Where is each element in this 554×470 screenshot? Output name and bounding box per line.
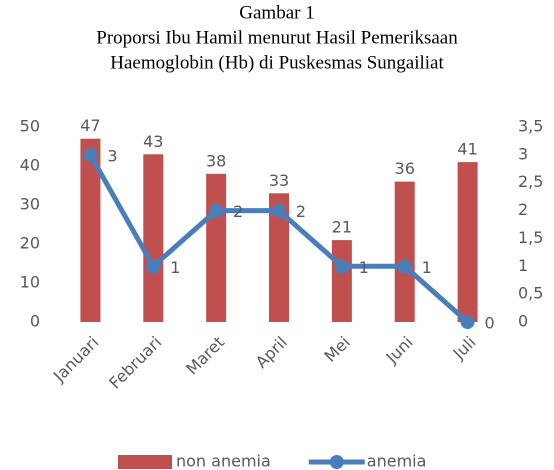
chart-title: Gambar 1 (239, 2, 314, 23)
x-tick-label: April (252, 333, 291, 372)
y2-tick-label: 0 (518, 312, 528, 331)
y-tick-label: 10 (20, 273, 40, 292)
legend-swatch (329, 455, 344, 469)
line-marker (83, 147, 98, 162)
data-label: 1 (422, 258, 432, 277)
x-tick-label: Juni (382, 333, 417, 368)
bar (143, 154, 164, 322)
data-label: 1 (170, 258, 180, 277)
x-tick-label: Juli (449, 333, 480, 364)
y-tick-label: 40 (20, 156, 40, 175)
data-label: 47 (80, 116, 100, 135)
line-marker (334, 259, 349, 274)
data-label: 43 (143, 132, 163, 151)
bar (394, 181, 415, 322)
data-label: 2 (296, 202, 306, 221)
line-marker (209, 203, 224, 218)
data-label: 38 (206, 151, 226, 170)
y-tick-label: 50 (20, 117, 40, 136)
bar (331, 240, 352, 322)
y-tick-label: 0 (30, 312, 40, 331)
legend-label: anemia (367, 452, 427, 470)
bar (457, 162, 478, 322)
line-marker (460, 315, 475, 329)
chart-subtitle: Haemoglobin (Hb) di Puskesmas Sungailiat (110, 52, 444, 73)
data-label: 3 (107, 146, 117, 165)
y2-tick-label: 1,5 (518, 228, 543, 247)
bar (269, 193, 289, 322)
x-tick-label: Mei (321, 333, 354, 366)
line-marker (272, 203, 286, 218)
bar (206, 173, 227, 322)
y2-tick-label: 3 (518, 144, 528, 163)
legend-label: non anemia (176, 452, 271, 470)
data-label: 36 (395, 159, 415, 178)
legend-swatch (118, 455, 172, 469)
x-tick-label: Februari (105, 333, 165, 393)
y-tick-label: 20 (20, 234, 40, 253)
y2-tick-label: 1 (518, 256, 528, 275)
data-label: 0 (484, 314, 494, 333)
line-marker (146, 259, 161, 274)
data-label: 33 (269, 171, 289, 190)
data-label: 41 (457, 140, 477, 159)
line-marker (397, 259, 412, 274)
chart-subtitle: Proporsi Ibu Hamil menurut Hasil Pemerik… (96, 27, 458, 48)
data-label: 2 (233, 202, 243, 221)
y-tick-label: 30 (20, 195, 40, 214)
bar (80, 138, 101, 322)
data-label: 21 (332, 218, 352, 237)
y2-tick-label: 3,5 (518, 117, 543, 136)
x-tick-label: Maret (182, 333, 228, 379)
x-tick-label: Januari (49, 333, 102, 386)
y2-tick-label: 2 (518, 200, 528, 219)
y2-tick-label: 0,5 (518, 284, 543, 303)
data-label: 1 (359, 258, 369, 277)
y2-tick-label: 2,5 (518, 172, 543, 191)
